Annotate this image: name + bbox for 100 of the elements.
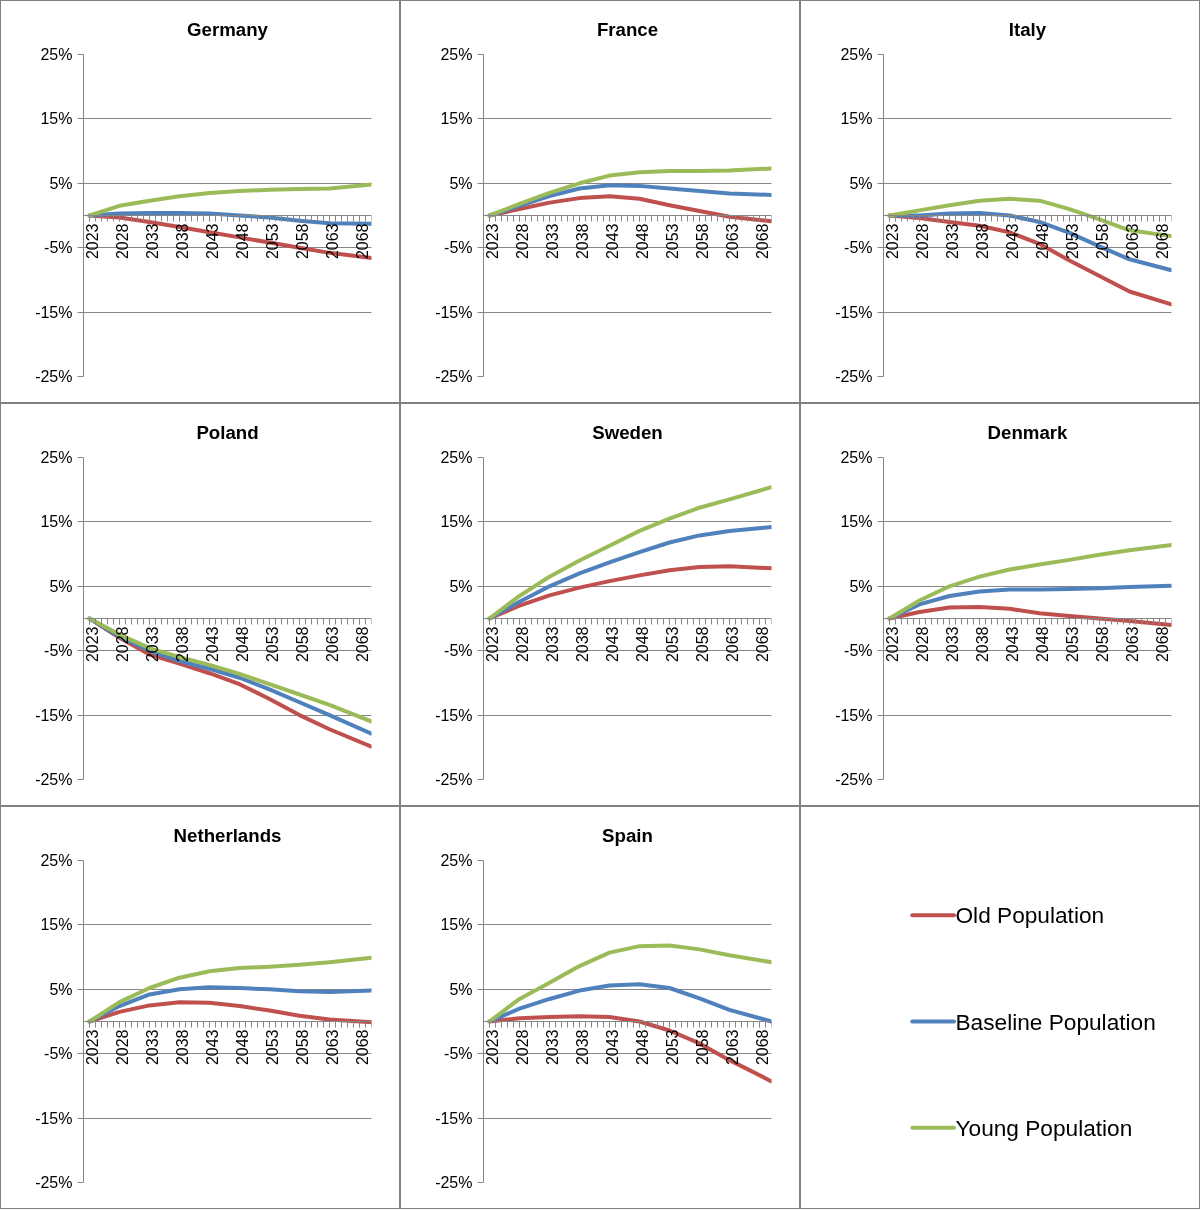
x-tick-label: 2068 [753,223,771,260]
x-tick-label: 2058 [693,1029,711,1066]
y-tick-label: 5% [449,174,473,192]
x-tick-label: 2023 [83,223,101,260]
x-tick-label: 2048 [233,223,251,260]
y-tick-label: -25% [35,1174,73,1191]
x-tick-label: 2023 [483,223,501,260]
y-tick-label: -5% [44,642,73,660]
y-tick-label: -25% [35,368,73,385]
x-tick-label: 2023 [883,626,901,663]
x-tick-label: 2023 [883,223,901,260]
y-tick-label: -15% [35,303,73,321]
x-tick-label: 2048 [1033,223,1051,260]
x-tick-label: 2053 [663,223,681,260]
y-tick-label: -15% [435,303,473,321]
x-tick-label: 2053 [263,1029,281,1066]
x-tick-label: 2063 [723,223,741,260]
y-tick-label: 5% [849,174,873,192]
y-tick-label: 25% [40,449,73,466]
x-tick-label: 2038 [973,626,991,663]
x-tick-label: 2033 [543,626,561,663]
x-tick-label: 2053 [663,626,681,663]
x-tick-label: 2068 [753,1029,771,1066]
y-tick-label: 25% [440,46,473,63]
x-tick-label: 2048 [633,1029,651,1066]
x-tick-label: 2028 [513,626,531,663]
y-tick-label: -5% [844,642,873,660]
x-tick-label: 2063 [723,1029,741,1066]
x-tick-label: 2043 [603,223,621,260]
y-tick-label: 25% [440,449,473,466]
y-tick-label: 25% [840,449,873,466]
x-tick-label: 2048 [233,1029,251,1066]
y-tick-label: 15% [440,513,473,531]
y-tick-label: -25% [835,771,873,788]
x-tick-label: 2068 [1153,626,1171,663]
chart-title: France [596,18,659,40]
y-tick-label: -15% [35,706,73,724]
x-tick-label: 2043 [1003,626,1021,663]
y-tick-label: -15% [835,303,873,321]
y-tick-label: 15% [40,916,73,934]
y-tick-label: 25% [40,852,73,869]
x-tick-label: 2063 [323,626,341,663]
x-tick-label: 2058 [693,223,711,260]
x-tick-label: 2053 [1063,223,1081,260]
y-tick-label: 15% [40,513,73,531]
x-tick-label: 2053 [263,223,281,260]
x-tick-label: 2038 [573,1029,591,1066]
y-tick-label: -15% [435,706,473,724]
x-tick-label: 2058 [293,626,311,663]
y-tick-label: -15% [435,1109,473,1127]
x-tick-label: 2068 [353,223,371,260]
y-tick-label: 5% [49,980,73,998]
x-tick-label: 2068 [753,626,771,663]
x-tick-label: 2038 [173,626,191,663]
x-tick-label: 2043 [1003,223,1021,260]
x-tick-label: 2063 [1123,223,1141,260]
x-tick-label: 2028 [913,626,931,663]
y-tick-label: 5% [49,577,73,595]
x-tick-label: 2023 [83,1029,101,1066]
y-tick-label: -5% [844,239,873,257]
y-tick-label: -5% [444,1045,473,1063]
x-tick-label: 2033 [543,1029,561,1066]
legend-label: Old Population [955,902,1105,929]
x-tick-label: 2028 [113,1029,131,1066]
chart-title: Germany [187,18,269,40]
x-tick-label: 2043 [203,223,221,260]
y-tick-label: -5% [44,239,73,257]
x-tick-label: 2028 [513,1029,531,1066]
y-tick-label: 15% [440,916,473,934]
y-tick-label: -25% [435,368,473,385]
y-tick-label: -5% [44,1045,73,1063]
x-tick-label: 2023 [483,1029,501,1066]
x-tick-label: 2033 [543,223,561,260]
x-tick-label: 2058 [293,223,311,260]
y-tick-label: 15% [440,110,473,128]
x-tick-label: 2063 [1123,626,1141,663]
y-tick-label: -25% [835,368,873,385]
x-tick-label: 2023 [83,626,101,663]
x-tick-label: 2038 [573,223,591,260]
chart-title: Poland [196,421,259,443]
chart-title: Spain [602,824,653,846]
y-tick-label: 25% [440,852,473,869]
chart-title: Italy [1008,18,1047,40]
x-tick-label: 2058 [1093,223,1111,260]
x-tick-label: 2038 [973,223,991,260]
x-tick-label: 2053 [1063,626,1081,663]
x-tick-label: 2053 [663,1029,681,1066]
x-tick-label: 2033 [943,223,961,260]
y-tick-label: -15% [35,1109,73,1127]
y-tick-label: -25% [435,771,473,788]
y-tick-label: 15% [40,110,73,128]
y-tick-label: -5% [444,642,473,660]
legend-label: Baseline Population [955,1008,1156,1035]
x-tick-label: 2043 [603,626,621,663]
y-tick-label: -15% [835,706,873,724]
x-tick-label: 2063 [723,626,741,663]
y-tick-label: 25% [40,46,73,63]
x-tick-label: 2028 [113,223,131,260]
chart-title: Sweden [592,421,663,443]
x-tick-label: 2048 [233,626,251,663]
